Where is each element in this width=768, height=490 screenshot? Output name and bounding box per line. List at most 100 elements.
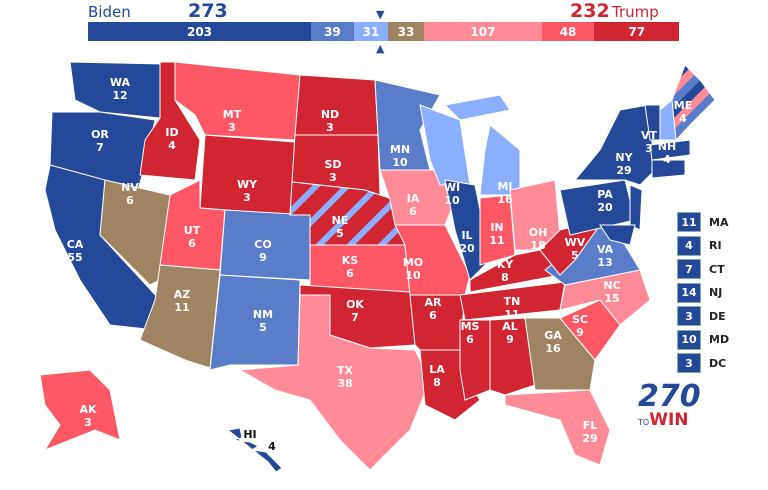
state-label-fl: FL 29 (582, 419, 597, 445)
state-abbr: WV (565, 236, 586, 249)
small-state-md[interactable]: 10 MD (677, 329, 729, 350)
state-ev: 6 (429, 309, 437, 322)
small-state-ri[interactable]: 4 RI (677, 235, 722, 256)
state-abbr: ME (674, 99, 692, 112)
270towin-logo[interactable]: 270 TOWIN (638, 382, 701, 429)
state-tx[interactable] (238, 294, 431, 471)
state-ev: 9 (576, 326, 584, 339)
small-state-de[interactable]: 3 DE (677, 306, 726, 326)
state-abbr: OR (91, 128, 109, 141)
state-mi[interactable] (479, 124, 521, 196)
state-abbr: WA (110, 76, 131, 89)
logo-number: 270 (638, 379, 701, 414)
state-ak[interactable] (39, 369, 121, 452)
state-label-mt: MT 3 (223, 108, 242, 134)
state-ev: 29 (582, 432, 597, 445)
state-ev: 16 (497, 193, 513, 206)
state-abbr: ID (165, 126, 178, 139)
state-label-ga: GA 16 (544, 329, 562, 355)
state-me[interactable] (671, 64, 716, 142)
state-ev: 55 (67, 251, 82, 264)
state-abbr: VT (641, 129, 658, 142)
state-abbr: OH (529, 226, 548, 239)
state-nj[interactable] (629, 184, 643, 231)
state-abbr: AR (425, 296, 443, 309)
state-abbr: MT (223, 108, 242, 121)
state-abbr: MN (390, 143, 410, 156)
small-state-abbr: DC (709, 356, 727, 370)
state-label-la: LA 8 (429, 363, 445, 389)
state-abbr: HI (243, 428, 256, 441)
small-state-ma[interactable]: 11 MA (677, 212, 728, 232)
state-label-vt: VT 3 (641, 129, 658, 155)
state-label-il: IL 20 (459, 229, 475, 255)
state-ga[interactable] (524, 317, 596, 391)
state-ev: 9 (259, 251, 267, 264)
state-md[interactable] (599, 224, 636, 246)
state-label-sc: SC 9 (572, 313, 588, 339)
state-abbr: AL (502, 320, 518, 333)
state-abbr: SC (572, 313, 588, 326)
state-label-nm: NM 5 (253, 308, 273, 334)
small-state-nj[interactable]: 14 NJ (677, 282, 722, 303)
state-abbr: CO (254, 238, 271, 251)
state-mt[interactable] (174, 61, 301, 141)
state-label-al: AL 9 (502, 320, 518, 346)
state-label-az: AZ 11 (174, 288, 191, 314)
state-nd[interactable] (294, 74, 379, 136)
small-state-ev: 14 (677, 282, 701, 303)
state-abbr: WY (237, 178, 258, 191)
state-ev: 4 (663, 153, 671, 166)
state-abbr: WI (444, 181, 460, 194)
small-state-ct[interactable]: 7 CT (677, 259, 725, 279)
logo-to: TO (638, 418, 650, 427)
small-state-ev: 4 (677, 235, 701, 256)
state-label-id: ID 4 (165, 126, 178, 152)
state-ny[interactable] (573, 104, 656, 186)
state-nm[interactable] (209, 274, 301, 371)
state-ev: 13 (597, 256, 612, 269)
state-label-ne: NE 5 (332, 214, 349, 240)
state-ev: 7 (351, 311, 359, 324)
state-abbr: FL (583, 419, 598, 432)
state-label-pa: PA 20 (597, 188, 613, 214)
state-ev: 3 (243, 191, 251, 204)
state-abbr: OK (346, 298, 364, 311)
state-ev: 8 (433, 376, 441, 389)
state-ev: 8 (501, 271, 509, 284)
biden-label: Biden (88, 3, 131, 21)
state-ma[interactable] (649, 139, 691, 161)
small-state-ev: 10 (677, 329, 701, 350)
state-ev: 7 (96, 141, 104, 154)
state-ev: 4 (679, 112, 687, 125)
state-abbr: NH (658, 140, 676, 153)
bar-segment-safe-r: 77 (594, 22, 679, 41)
small-state-dc[interactable]: 3 DC (677, 353, 726, 373)
state-ev: 6 (126, 194, 134, 207)
state-wa[interactable] (69, 61, 166, 119)
state-il[interactable] (444, 179, 491, 281)
state-ct[interactable] (651, 159, 686, 179)
state-hi[interactable] (226, 427, 283, 473)
state-label-tx: TX 38 (337, 364, 354, 390)
state-miu[interactable] (443, 94, 511, 121)
state-ev: 10 (405, 269, 421, 282)
state-ev: 12 (112, 89, 127, 102)
state-abbr: ND (321, 108, 339, 121)
state-ev: 15 (604, 292, 619, 305)
state-label-mi: MI 16 (497, 180, 513, 206)
midpoint-up-arrow-icon: ▲ (376, 42, 385, 55)
state-ms[interactable] (459, 319, 491, 401)
state-nv[interactable] (99, 179, 171, 286)
state-fl[interactable] (504, 389, 611, 466)
state-ev: 10 (444, 194, 460, 207)
state-ev: 6 (346, 267, 354, 280)
state-label-ak: AK 3 (79, 403, 97, 429)
state-label-nd: ND 3 (321, 108, 339, 134)
state-label-ca: CA 55 (67, 238, 84, 264)
state-al[interactable] (489, 317, 536, 396)
state-ev: 3 (228, 121, 236, 134)
small-state-abbr: CT (709, 262, 725, 276)
state-ev: 3 (326, 121, 334, 134)
